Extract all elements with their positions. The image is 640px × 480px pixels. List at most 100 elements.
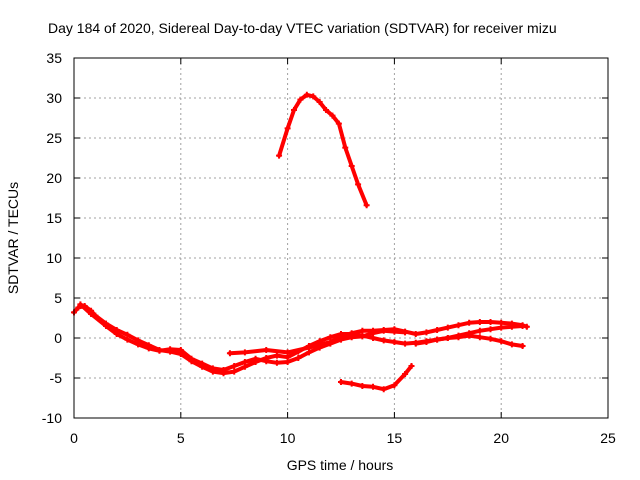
data-point [423, 339, 430, 345]
data-point [370, 327, 377, 334]
data-point [466, 319, 473, 326]
data-point [220, 367, 227, 373]
data-point [412, 340, 419, 347]
data-point [408, 363, 415, 369]
data-point [75, 304, 82, 311]
data-point [391, 326, 398, 333]
x-tick-label: 20 [493, 430, 509, 446]
data-point [327, 339, 334, 345]
data-point [402, 340, 409, 347]
data-point [329, 112, 336, 119]
data-point [391, 339, 398, 345]
series-track-f [276, 91, 370, 209]
data-point [519, 322, 526, 329]
data-point [188, 355, 195, 362]
y-tick-label: 35 [46, 50, 62, 66]
data-point [263, 358, 270, 365]
data-point [241, 349, 248, 356]
series-track-a [71, 303, 526, 377]
data-point [380, 327, 387, 333]
x-tick-label: 0 [70, 430, 78, 446]
data-point [156, 347, 163, 354]
data-point [284, 125, 291, 132]
data-point [402, 371, 409, 377]
data-point [423, 329, 430, 336]
data-point [273, 352, 280, 359]
y-axis-tick-labels: -10 -5 0 5 10 15 20 25 30 35 [42, 50, 62, 426]
data-point [284, 359, 291, 365]
x-tick-label: 25 [600, 430, 616, 446]
data-point [103, 323, 110, 329]
data-point [177, 347, 184, 353]
data-point [276, 152, 283, 159]
x-tick-label: 10 [280, 430, 296, 446]
y-tick-label: 25 [46, 130, 62, 146]
data-point [508, 320, 515, 327]
series-line [72, 304, 525, 376]
y-tick-label: 20 [46, 170, 62, 186]
data-point [226, 350, 233, 357]
data-point [508, 341, 515, 348]
data-point [231, 363, 238, 369]
data-point [380, 386, 387, 393]
data-series [71, 91, 530, 393]
data-point [135, 341, 142, 348]
data-point [342, 144, 349, 151]
data-point [487, 319, 494, 325]
data-point [355, 181, 362, 188]
data-point [519, 343, 526, 349]
y-axis-label: SDTVAR / TECUs [5, 182, 21, 294]
data-point [402, 328, 409, 335]
data-point [359, 383, 366, 389]
data-point [455, 322, 462, 329]
data-point [316, 99, 323, 105]
data-point [380, 337, 387, 344]
data-point [284, 349, 291, 356]
axis-ticks [73, 57, 609, 419]
y-tick-label: 30 [46, 90, 62, 106]
series-track-d [412, 332, 526, 349]
data-point [476, 334, 483, 341]
series-track-c [226, 319, 530, 357]
series-track-e [338, 363, 415, 393]
data-point [297, 96, 304, 103]
data-point [145, 345, 152, 352]
data-point [444, 324, 451, 331]
y-tick-label: -5 [50, 370, 63, 386]
data-point [124, 336, 131, 343]
x-tick-label: 15 [387, 430, 403, 446]
data-point [348, 163, 355, 169]
data-point [303, 91, 310, 98]
data-point [412, 331, 419, 337]
data-point [252, 355, 259, 362]
data-point [348, 330, 355, 337]
grid-lines [74, 58, 608, 418]
y-tick-label: 5 [54, 290, 62, 306]
data-point [476, 327, 483, 334]
data-point [310, 93, 317, 100]
y-tick-label: -10 [42, 410, 62, 426]
data-point [209, 365, 216, 372]
data-point [241, 359, 248, 365]
x-axis-label: GPS time / hours [287, 457, 394, 473]
data-point [335, 120, 342, 127]
data-point [348, 380, 355, 387]
data-point [363, 202, 370, 209]
plot-frame [73, 57, 609, 419]
data-point [487, 335, 494, 342]
y-tick-label: 15 [46, 210, 62, 226]
data-point [523, 323, 530, 330]
data-point [498, 319, 505, 326]
data-point [273, 359, 280, 366]
data-point [199, 360, 206, 367]
data-point [323, 107, 330, 113]
data-point [444, 335, 451, 341]
x-axis-tick-labels: 0 5 10 15 20 25 [70, 430, 616, 446]
data-point [359, 327, 366, 334]
data-point [370, 383, 377, 390]
data-point [476, 319, 483, 325]
data-point [434, 336, 441, 343]
data-point [231, 368, 238, 375]
data-point [77, 301, 84, 308]
data-point [391, 382, 398, 389]
